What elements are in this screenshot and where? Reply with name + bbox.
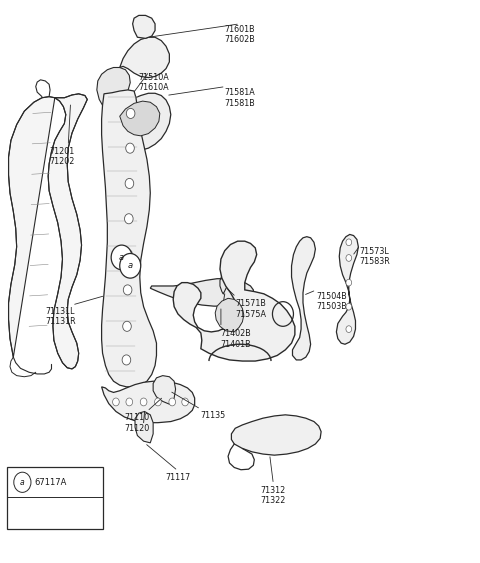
Text: 71601B
71602B: 71601B 71602B <box>225 25 255 44</box>
Polygon shape <box>135 412 153 443</box>
Circle shape <box>182 398 189 406</box>
Polygon shape <box>291 236 315 360</box>
Polygon shape <box>215 298 244 332</box>
Text: 71581A
71581B: 71581A 71581B <box>225 88 255 108</box>
Polygon shape <box>231 415 321 455</box>
Polygon shape <box>153 376 176 405</box>
Polygon shape <box>150 279 253 306</box>
Circle shape <box>126 143 134 153</box>
Polygon shape <box>9 94 87 369</box>
Circle shape <box>113 398 119 406</box>
Circle shape <box>126 109 135 118</box>
Circle shape <box>124 249 132 260</box>
Circle shape <box>169 398 176 406</box>
Text: 71131L
71131R: 71131L 71131R <box>45 307 76 326</box>
Circle shape <box>346 303 352 310</box>
Text: 71573L
71583R: 71573L 71583R <box>360 247 390 266</box>
FancyBboxPatch shape <box>7 467 103 529</box>
Text: 71510A
71610A: 71510A 71610A <box>139 73 169 92</box>
Circle shape <box>123 321 132 332</box>
Text: 71402B
71401B: 71402B 71401B <box>220 329 251 348</box>
Circle shape <box>123 285 132 295</box>
Circle shape <box>346 254 352 261</box>
Circle shape <box>124 214 133 224</box>
Circle shape <box>120 253 141 278</box>
Polygon shape <box>102 381 195 423</box>
Text: a: a <box>20 478 24 487</box>
Text: 71117: 71117 <box>165 473 191 482</box>
Text: 67117A: 67117A <box>35 478 67 487</box>
Circle shape <box>346 239 352 245</box>
Circle shape <box>122 355 131 365</box>
Polygon shape <box>110 93 171 150</box>
Circle shape <box>346 326 352 333</box>
Circle shape <box>346 279 352 286</box>
Text: 71110
71120: 71110 71120 <box>124 413 150 432</box>
Text: 67117A: 67117A <box>43 490 74 499</box>
Text: 71312
71322: 71312 71322 <box>261 486 286 506</box>
Circle shape <box>14 472 31 493</box>
Text: 71504B
71503B: 71504B 71503B <box>316 292 347 311</box>
Circle shape <box>155 398 161 406</box>
Polygon shape <box>120 37 169 78</box>
Text: 71135: 71135 <box>201 412 226 421</box>
Text: 71571B
71575A: 71571B 71575A <box>235 300 266 319</box>
Polygon shape <box>132 15 155 38</box>
Text: 71201
71202: 71201 71202 <box>49 147 74 167</box>
Polygon shape <box>173 241 295 361</box>
Text: a: a <box>119 253 124 262</box>
Text: a: a <box>128 261 133 270</box>
Circle shape <box>126 398 132 406</box>
Circle shape <box>111 245 132 270</box>
Polygon shape <box>97 68 130 114</box>
Polygon shape <box>120 101 160 136</box>
Polygon shape <box>336 234 359 344</box>
Polygon shape <box>102 90 156 387</box>
Circle shape <box>125 178 134 189</box>
Circle shape <box>140 398 147 406</box>
